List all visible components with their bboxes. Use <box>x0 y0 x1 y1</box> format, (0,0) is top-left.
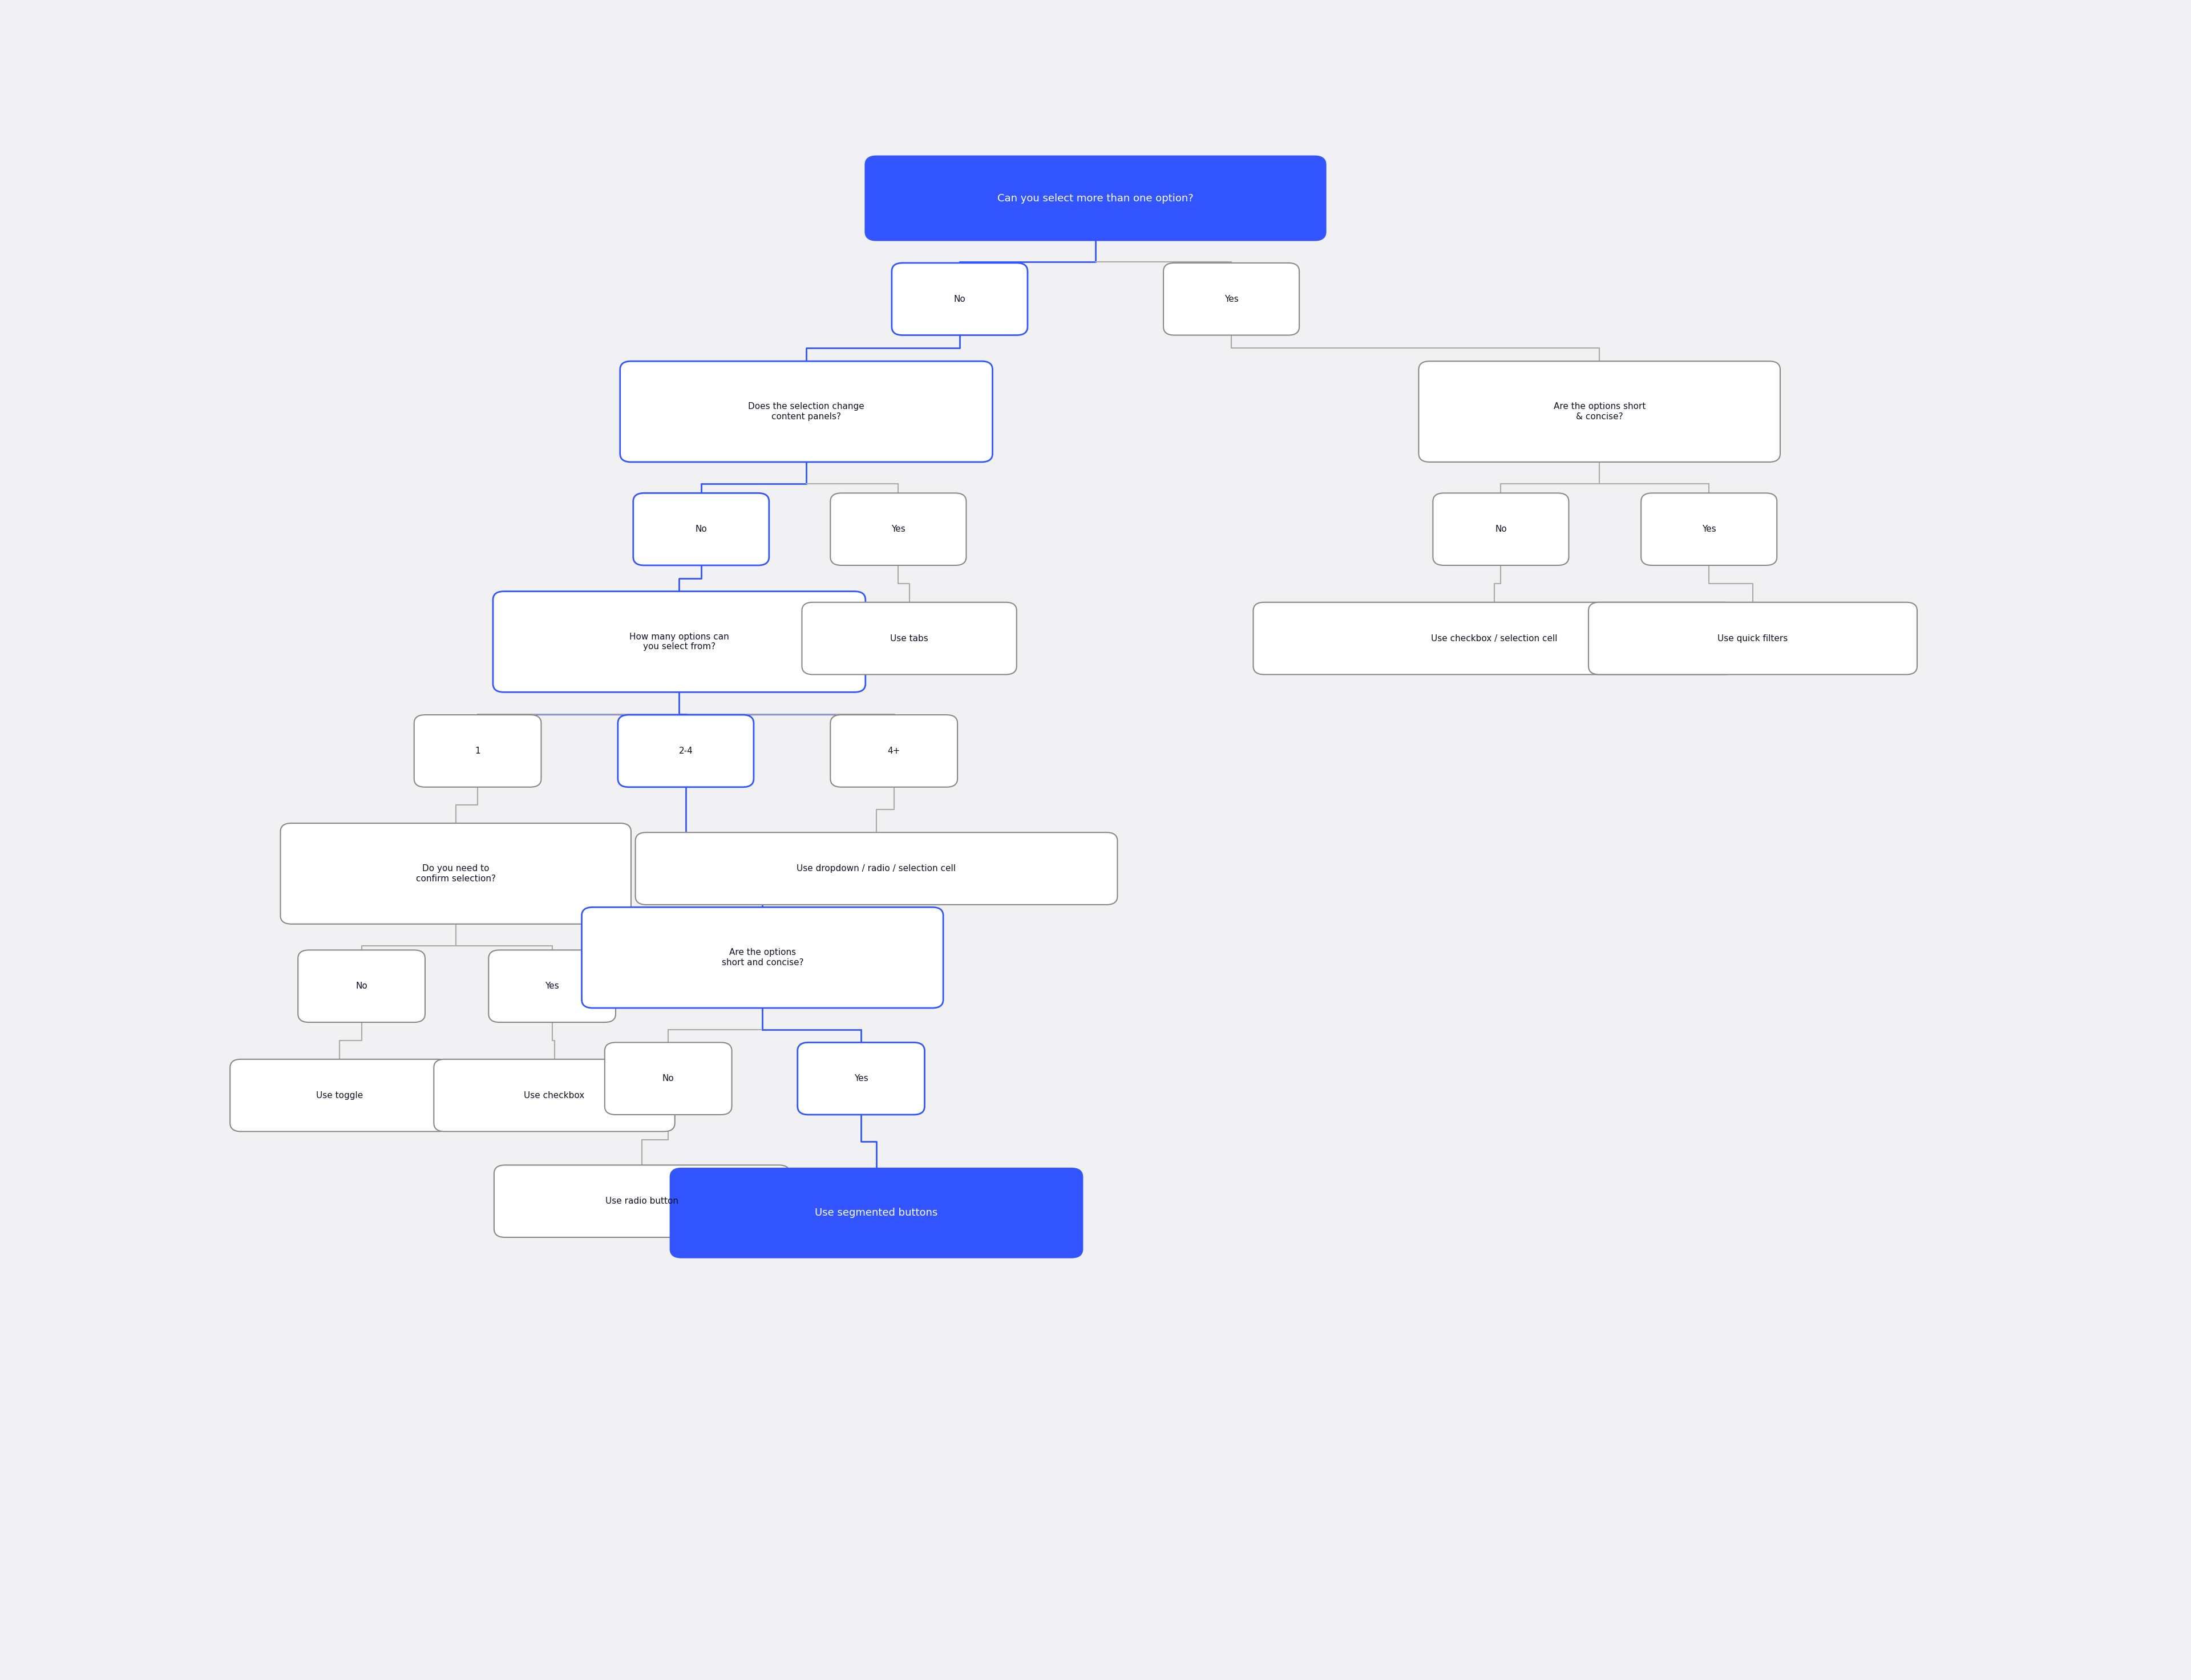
Text: Yes: Yes <box>1225 294 1238 304</box>
Text: No: No <box>1494 524 1507 534</box>
FancyBboxPatch shape <box>1253 601 1735 674</box>
FancyBboxPatch shape <box>493 591 865 692</box>
FancyBboxPatch shape <box>620 361 993 462</box>
Text: Use segmented buttons: Use segmented buttons <box>815 1208 938 1218</box>
Text: Do you need to
confirm selection?: Do you need to confirm selection? <box>416 864 495 884</box>
FancyBboxPatch shape <box>635 833 1117 904</box>
FancyBboxPatch shape <box>892 262 1028 336</box>
Text: Use checkbox / selection cell: Use checkbox / selection cell <box>1431 633 1558 643</box>
Text: Use quick filters: Use quick filters <box>1718 633 1788 643</box>
FancyBboxPatch shape <box>434 1060 675 1132</box>
Text: No: No <box>695 524 708 534</box>
Text: No: No <box>355 981 368 991</box>
FancyBboxPatch shape <box>1588 601 1917 674</box>
Text: Are the options
short and concise?: Are the options short and concise? <box>721 948 804 968</box>
FancyBboxPatch shape <box>618 714 754 786</box>
FancyBboxPatch shape <box>633 492 769 564</box>
FancyBboxPatch shape <box>865 156 1326 240</box>
FancyBboxPatch shape <box>1641 492 1777 564</box>
FancyBboxPatch shape <box>414 714 541 786</box>
Text: 4+: 4+ <box>887 746 901 756</box>
FancyBboxPatch shape <box>830 492 966 564</box>
Text: Use tabs: Use tabs <box>890 633 929 643</box>
Text: Are the options short
& concise?: Are the options short & concise? <box>1553 402 1645 422</box>
FancyBboxPatch shape <box>1163 262 1299 336</box>
FancyBboxPatch shape <box>489 951 616 1021</box>
Text: No: No <box>953 294 966 304</box>
FancyBboxPatch shape <box>581 907 942 1008</box>
FancyBboxPatch shape <box>798 1042 925 1116</box>
Text: Does the selection change
content panels?: Does the selection change content panels… <box>747 402 865 422</box>
Text: Use dropdown / radio / selection cell: Use dropdown / radio / selection cell <box>798 864 955 874</box>
FancyBboxPatch shape <box>605 1042 732 1116</box>
FancyBboxPatch shape <box>1418 361 1779 462</box>
Text: Yes: Yes <box>546 981 559 991</box>
Text: Use radio button: Use radio button <box>605 1196 679 1206</box>
Text: 2-4: 2-4 <box>679 746 692 756</box>
Text: Use toggle: Use toggle <box>316 1090 364 1100</box>
Text: Yes: Yes <box>892 524 905 534</box>
FancyBboxPatch shape <box>802 601 1017 674</box>
Text: Can you select more than one option?: Can you select more than one option? <box>997 193 1194 203</box>
Text: 1: 1 <box>475 746 480 756</box>
FancyBboxPatch shape <box>1433 492 1569 564</box>
FancyBboxPatch shape <box>230 1060 449 1132</box>
FancyBboxPatch shape <box>493 1166 789 1236</box>
FancyBboxPatch shape <box>830 714 957 786</box>
Text: Yes: Yes <box>1702 524 1716 534</box>
FancyBboxPatch shape <box>670 1169 1082 1257</box>
FancyBboxPatch shape <box>298 951 425 1021</box>
FancyBboxPatch shape <box>280 823 631 924</box>
Text: No: No <box>662 1074 675 1084</box>
Text: Yes: Yes <box>854 1074 868 1084</box>
Text: How many options can
you select from?: How many options can you select from? <box>629 632 730 652</box>
Text: Use checkbox: Use checkbox <box>524 1090 585 1100</box>
